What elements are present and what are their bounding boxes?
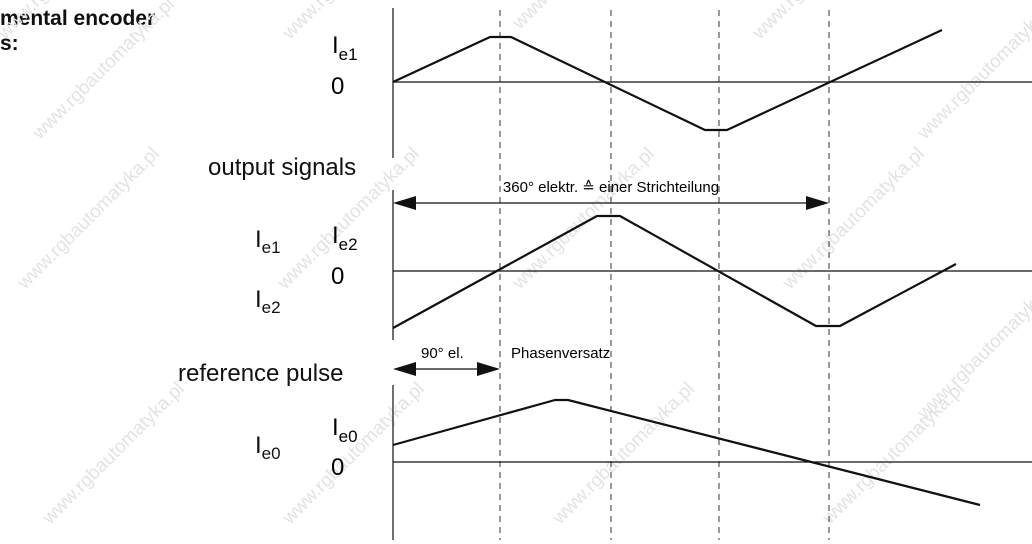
plot-label-ie1-sub: e1 <box>339 45 358 64</box>
zero-label-ie0: 0 <box>331 454 344 481</box>
plot-label-ie0-base: I <box>332 414 339 441</box>
phase-guide-lines <box>499 10 830 540</box>
heading-line-1: mental encoder <box>0 7 156 30</box>
plot-labels: Ie1 0 Ie2 0 Ie0 0 <box>331 32 358 481</box>
period-arrow-head-left <box>393 196 416 210</box>
watermark: www.rgbautomatyka.pl <box>748 0 899 44</box>
plot-label-ie1: Ie1 <box>332 32 358 64</box>
phase-offset-label: Phasenversatz <box>511 345 610 362</box>
plot-label-ie2: Ie2 <box>332 222 358 254</box>
zero-label-ie2: 0 <box>331 263 344 290</box>
plot-label-ie1-base: I <box>332 32 339 59</box>
label-ie0-sub: e0 <box>261 444 281 463</box>
phase-arrow-head-left <box>393 362 416 376</box>
watermarks: www.rgbautomatyka.pl www.rgbautomatyka.p… <box>0 0 1032 529</box>
phase-amount-label: 90° el. <box>421 345 464 362</box>
watermark: www.rgbautomatyka.pl <box>28 0 179 144</box>
trace-ie1 <box>392 29 943 132</box>
label-ie1: Ie1 <box>255 226 281 258</box>
label-ie0: Ie0 <box>255 432 281 464</box>
period-annotation: 360° elektr. ≙ einer Strichteilung <box>393 179 829 210</box>
axes <box>392 8 1032 540</box>
watermark: www.rgbautomatyka.pl <box>273 144 424 295</box>
plot-label-ie0-sub: e0 <box>339 427 358 446</box>
label-ie1-base: I <box>255 226 262 253</box>
period-label: 360° elektr. ≙ einer Strichteilung <box>503 179 719 196</box>
signal-traces <box>392 29 981 507</box>
label-ie2-base: I <box>255 286 262 313</box>
plot-label-ie2-base: I <box>332 222 339 249</box>
zero-label-ie1: 0 <box>331 73 344 100</box>
label-ie0-base: I <box>255 432 262 459</box>
watermark: www.rgbautomatyka.pl <box>278 0 429 44</box>
watermark: www.rgbautomatyka.pl <box>278 379 429 530</box>
watermark: www.rgbautomatyka.pl <box>508 144 659 295</box>
phase-arrow-head-right <box>477 362 500 376</box>
label-output-signals: output signals <box>208 154 357 181</box>
watermark: www.rgbautomatyka.pl <box>508 0 659 34</box>
label-ie1-sub: e1 <box>261 238 281 257</box>
watermark: www.rgbautomatyka.pl <box>778 144 929 295</box>
plot-label-ie2-sub: e2 <box>339 235 358 254</box>
heading-line-2: s: <box>0 32 19 55</box>
phase-annotation: 90° el. Phasenversatz <box>393 345 610 376</box>
label-ie2-sub: e2 <box>261 298 281 317</box>
heading: mental encoder s: <box>0 6 155 56</box>
period-arrow-head-right <box>806 196 829 210</box>
watermark: www.rgbautomatyka.pl <box>913 0 1032 144</box>
label-reference-pulse: reference pulse <box>178 360 344 387</box>
trace-ie2 <box>392 214 957 329</box>
label-ie2: Ie2 <box>255 286 281 318</box>
plot-label-ie0: Ie0 <box>332 414 358 446</box>
watermark: www.rgbautomatyka.pl <box>13 144 164 295</box>
trace-ie0 <box>392 398 981 507</box>
watermark: www.rgbautomatyka.pl <box>913 274 1032 425</box>
watermark: www.rgbautomatyka.pl <box>38 379 189 530</box>
